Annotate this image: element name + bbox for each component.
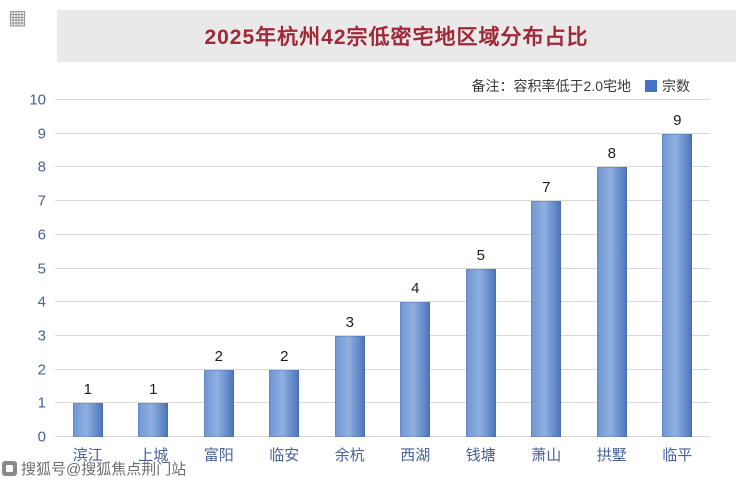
bar: [72, 403, 103, 437]
y-tick-label: 1: [37, 394, 46, 412]
gridline: [55, 267, 710, 269]
watermark-text: 搜狐号@搜狐焦点荆门站: [21, 461, 187, 478]
gridline: [55, 436, 710, 437]
bar: [662, 133, 693, 437]
gridline: [55, 200, 710, 202]
bar: [531, 201, 562, 437]
bar-column: 9: [645, 100, 711, 437]
bar-value-label: 2: [214, 347, 223, 365]
bar: [203, 369, 234, 437]
bar: [269, 369, 300, 437]
x-tick-label: 西湖: [400, 447, 431, 464]
bar-value-label: 2: [280, 347, 289, 365]
x-tick-label: 富阳: [203, 447, 234, 464]
legend-label: 宗数: [662, 78, 690, 94]
bar-column: 5: [448, 100, 514, 437]
bar-value-label: 5: [476, 246, 485, 264]
bottom-watermark: 搜狐号@搜狐焦点荆门站: [2, 458, 186, 479]
x-tick-label: 上城: [138, 447, 169, 464]
x-tick-label: 拱墅: [596, 447, 627, 464]
x-tick-label: 临安: [269, 447, 300, 464]
sohu-logo-icon: [2, 461, 17, 476]
x-tick-label: 钱塘: [465, 447, 496, 464]
bar-value-label: 1: [149, 381, 158, 399]
bars-container: 1 1 2 2 3 4 5 7 8 9: [55, 100, 710, 437]
y-tick-label: 9: [37, 125, 46, 143]
bar: [596, 167, 627, 437]
y-tick-label: 7: [37, 192, 46, 210]
y-tick-label: 0: [37, 428, 46, 446]
y-tick-label: 6: [37, 226, 46, 244]
bar-column: 7: [514, 100, 580, 437]
bar-value-label: 9: [673, 111, 682, 129]
y-tick-label: 2: [37, 361, 46, 379]
gridline: [55, 368, 710, 370]
bar: [400, 302, 431, 437]
note-row: 备注：容积率低于2.0宅地 宗数: [472, 76, 690, 96]
x-tick-label: 萧山: [531, 447, 562, 464]
gridline: [55, 233, 710, 235]
legend-swatch-icon: [645, 80, 657, 92]
y-tick-label: 4: [37, 293, 46, 311]
bar: [138, 403, 169, 437]
bar-value-label: 1: [83, 381, 92, 399]
bar-column: 2: [252, 100, 318, 437]
bar-value-label: 3: [345, 313, 354, 331]
gridline: [55, 99, 710, 100]
bar-column: 3: [317, 100, 383, 437]
bar-value-label: 8: [607, 145, 616, 163]
gridline: [55, 132, 710, 134]
gridline: [55, 334, 710, 336]
bar: [334, 335, 365, 437]
bar-column: 1: [55, 100, 121, 437]
gridline: [55, 402, 710, 404]
gridline: [55, 301, 710, 303]
y-tick-label: 5: [37, 260, 46, 277]
x-axis-labels: 滨江 上城 富阳 临安 余杭 西湖 钱塘 萧山 拱墅 临平: [55, 444, 710, 465]
y-axis-labels: 0 1 2 3 4 5 6 7 8 9 10: [18, 92, 46, 446]
bar-value-label: 4: [411, 280, 420, 298]
y-tick-label: 10: [29, 91, 46, 109]
chart-title-band: 2025年杭州42宗低密宅地区域分布占比: [57, 10, 736, 62]
gridline: [55, 166, 710, 168]
x-tick-label: 余杭: [334, 447, 365, 464]
bar-column: 4: [383, 100, 449, 437]
x-tick-label: 滨江: [72, 447, 103, 464]
bar-column: 8: [579, 100, 645, 437]
bar-value-label: 7: [542, 179, 551, 197]
gridlines-layer: [55, 99, 710, 437]
plot-area: 1 1 2 2 3 4 5 7 8 9: [55, 99, 710, 437]
grid-watermark-icon: ▦: [8, 7, 27, 29]
y-tick-label: 3: [37, 327, 46, 345]
bar-column: 1: [121, 100, 187, 437]
bar-column: 2: [186, 100, 252, 437]
x-tick-label: 临平: [662, 447, 693, 464]
y-tick-label: 8: [37, 158, 46, 176]
bar: [465, 268, 496, 437]
note-text: 备注：容积率低于2.0宅地: [471, 78, 631, 94]
chart-title: 2025年杭州42宗低密宅地区域分布占比: [204, 26, 589, 49]
